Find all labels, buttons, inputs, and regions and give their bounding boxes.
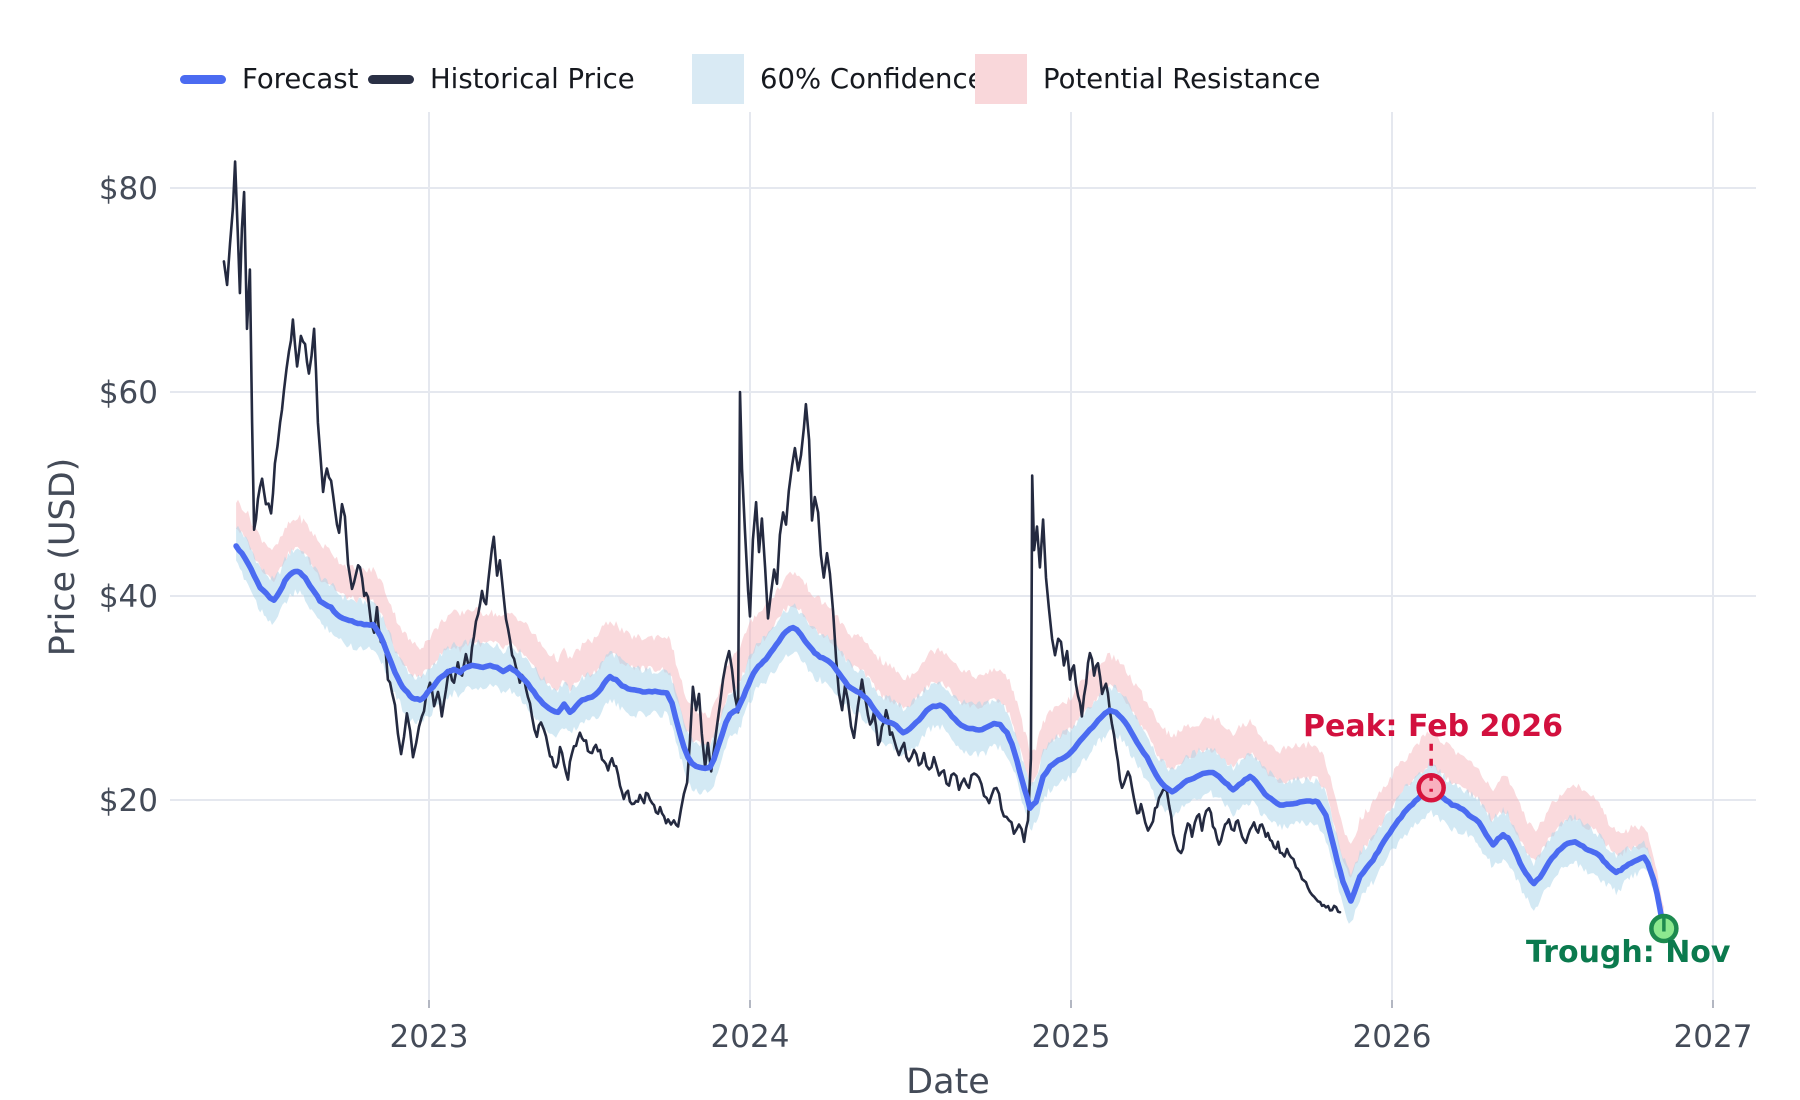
legend-item-historical-price: Historical Price (368, 52, 635, 106)
forecast-line-swatch-icon (180, 74, 226, 84)
trough-annotation: Trough: Nov 2026 (1526, 935, 1800, 970)
confidence-band-swatch-icon (692, 54, 744, 104)
peak-annotation: Peak: Feb 2026 (1303, 709, 1563, 744)
confidence-band (236, 525, 1664, 933)
legend-label-forecast: Forecast (242, 63, 359, 95)
legend-label-confidence: 60% Confidence (760, 63, 985, 95)
grid-lines (170, 112, 1756, 1008)
x-tick-label-2: 2025 (1032, 1019, 1111, 1055)
x-axis-title: Date (906, 1062, 990, 1100)
annotations-layer (1416, 743, 1679, 944)
legend-item-confidence: 60% Confidence (692, 52, 985, 106)
y-tick-label-0: $80 (99, 171, 158, 207)
y-tick-label-1: $60 (99, 375, 158, 411)
historical-line-swatch-icon (368, 74, 414, 84)
x-tick-label-1: 2024 (711, 1019, 790, 1055)
legend-label-historical-price: Historical Price (430, 63, 635, 95)
x-tick-label-3: 2026 (1353, 1019, 1432, 1055)
tick-labels: $80 $60 $40 $20 2023 2024 2025 2026 2027 (99, 171, 1753, 1055)
bands-layer (236, 499, 1664, 933)
historical-price-line (222, 160, 1342, 914)
legend-label-resistance: Potential Resistance (1043, 63, 1321, 95)
x-tick-label-0: 2023 (390, 1019, 469, 1055)
y-tick-label-2: $40 (99, 579, 158, 615)
legend-item-forecast: Forecast (180, 52, 358, 106)
resistance-band-swatch-icon (975, 54, 1027, 104)
legend-item-resistance: Potential Resistance (975, 52, 1320, 106)
y-tick-label-3: $20 (99, 783, 158, 819)
x-tick-label-4: 2027 (1674, 1019, 1753, 1055)
y-axis-title: Price (USD) (43, 458, 83, 657)
